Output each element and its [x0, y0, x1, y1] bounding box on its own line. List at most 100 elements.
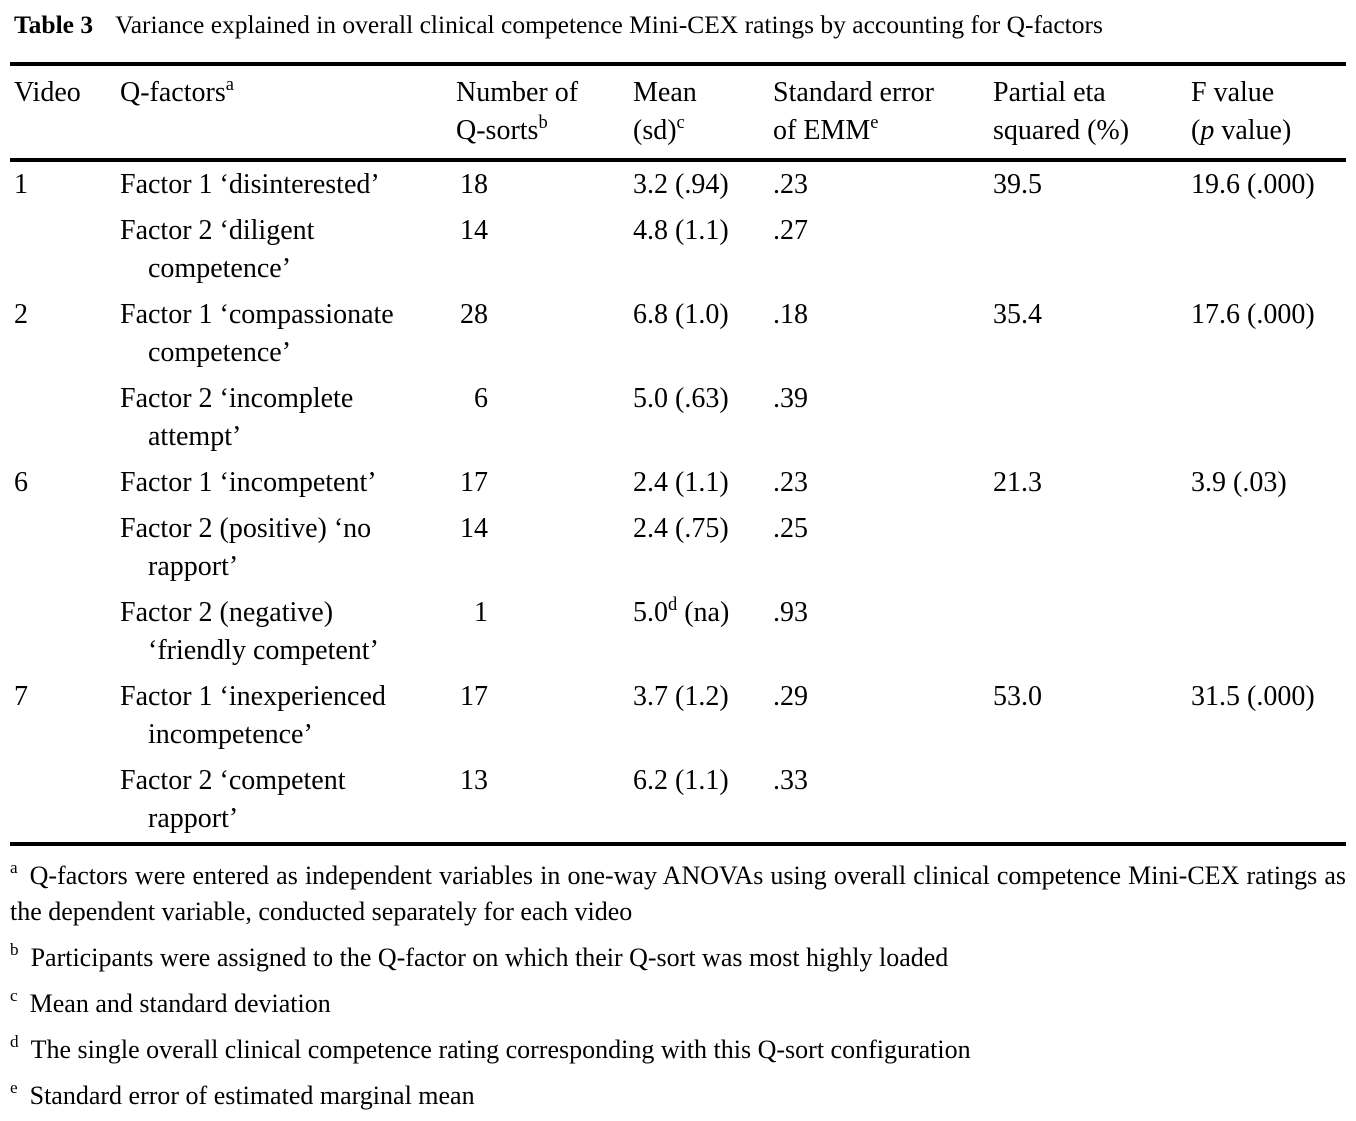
table-row: Factor 2 ‘diligent competence’ 14 4.8 (1.1)… [10, 208, 1346, 292]
cell-partial-eta: 21.3 [993, 460, 1191, 506]
cell-mean-sd: 4.8 (1.1) [633, 208, 773, 292]
cell-qsorts: 14 [456, 506, 633, 590]
text-segment: Q-factors [120, 77, 226, 108]
text-segment: incompetence’ [148, 719, 313, 750]
cell-se-emm: .93 [773, 590, 993, 674]
text-segment: 6.2 (1.1) [633, 765, 729, 796]
table-caption-label: Table 3 [14, 10, 94, 39]
superscript-marker: c [676, 111, 685, 132]
text-segment: 3.7 (1.2) [633, 681, 729, 712]
text-segment: 21.3 [993, 467, 1042, 498]
qsorts-count: 14 [460, 215, 488, 246]
footnote-c: c Mean and standard deviation [10, 986, 1346, 1022]
qsorts-count: 13 [460, 765, 488, 796]
text-segment: Factor 1 ‘disinterested’ [120, 169, 380, 200]
qfactor-text: Factor 1 ‘incompetent’ [120, 464, 456, 502]
text-segment: 19.6 (.000) [1191, 169, 1315, 200]
table-row: Factor 2 ‘competent rapport’ 13 6.2 (1.1) .3… [10, 758, 1346, 844]
text-segment: 2.4 (1.1) [633, 467, 729, 498]
cell-qfactor: Factor 1 ‘inexperienced incompetence’ [116, 674, 456, 758]
text-segment: 7 [14, 681, 28, 712]
cell-qsorts: 17 [456, 460, 633, 506]
text-segment: 39.5 [993, 169, 1042, 200]
text-segment: ( [1191, 115, 1201, 146]
text-segment: 2.4 (.75) [633, 513, 729, 544]
cell-qfactor: Factor 2 ‘diligent competence’ [116, 208, 456, 292]
cell-video [10, 506, 116, 590]
qsorts-count: 17 [460, 467, 488, 498]
text-segment: .33 [773, 765, 808, 796]
footnote-e: e Standard error of estimated marginal me… [10, 1078, 1346, 1114]
qsorts-count: 1 [474, 597, 488, 628]
footnote-text: Standard error of estimated marginal mea… [29, 1081, 475, 1110]
text-segment: value) [1214, 115, 1292, 146]
cell-qfactor: Factor 2 ‘competent rapport’ [116, 758, 456, 844]
text-segment: rapport’ [148, 803, 239, 834]
footnote-marker: c [10, 986, 18, 1006]
cell-qsorts: 18 [456, 160, 633, 208]
text-segment: .23 [773, 169, 808, 200]
cell-video: 2 [10, 292, 116, 376]
table-body: 1 Factor 1 ‘disinterested’ 18 3.2 (.94) .23 3… [10, 160, 1346, 844]
footnote-text: The single overall clinical competence r… [30, 1035, 971, 1064]
cell-partial-eta [993, 208, 1191, 292]
text-segment: Factor 2 (positive) ‘no [120, 513, 372, 544]
footnotes: a Q-factors were entered as independent v… [10, 858, 1346, 1114]
cell-f-value [1191, 506, 1346, 590]
cell-mean-sd: 5.0 (.63) [633, 376, 773, 460]
superscript-marker: e [870, 111, 879, 132]
text-segment: Standard error [773, 77, 934, 108]
cell-qfactor: Factor 2 (negative) ‘friendly competent’ [116, 590, 456, 674]
text-segment: 5.0 [633, 597, 668, 628]
cell-se-emm: .23 [773, 460, 993, 506]
cell-qfactor: Factor 1 ‘compassionate competence’ [116, 292, 456, 376]
text-segment: Video [14, 77, 81, 108]
cell-qsorts: 17 [456, 674, 633, 758]
cell-qsorts: 1 [456, 590, 633, 674]
text-segment: 2 [14, 299, 28, 330]
text-segment: Factor 2 (negative) [120, 597, 334, 628]
text-segment: (na) [677, 597, 730, 628]
column-header-qsorts: Number of Q-sortsb [456, 64, 633, 162]
footnote-a: a Q-factors were entered as independent v… [10, 858, 1346, 930]
footnote-marker: d [10, 1032, 19, 1052]
cell-partial-eta [993, 758, 1191, 844]
cell-se-emm: .29 [773, 674, 993, 758]
column-header-video: Video [10, 64, 116, 162]
text-segment: Factor 1 ‘compassionate [120, 299, 394, 330]
text-segment: Mean [633, 77, 697, 108]
text-segment: .29 [773, 681, 808, 712]
footnote-b: b Participants were assigned to the Q-fac… [10, 940, 1346, 976]
text-segment: Factor 1 ‘inexperienced [120, 681, 386, 712]
cell-f-value [1191, 590, 1346, 674]
qfactor-text: Factor 2 ‘incomplete attempt’ [120, 380, 456, 456]
cell-mean-sd: 5.0d (na) [633, 590, 773, 674]
text-segment: 1 [14, 169, 28, 200]
cell-se-emm: .18 [773, 292, 993, 376]
text-segment: 3.9 (.03) [1191, 467, 1287, 498]
table-row: 1 Factor 1 ‘disinterested’ 18 3.2 (.94) .23 3… [10, 160, 1346, 208]
table-row: Factor 2 ‘incomplete attempt’ 6 5.0 (.63) .3… [10, 376, 1346, 460]
qfactor-text: Factor 2 ‘competent rapport’ [120, 762, 456, 838]
text-segment: Factor 2 ‘competent [120, 765, 346, 796]
text-segment: Partial eta [993, 77, 1106, 108]
text-segment: Factor 2 ‘diligent [120, 215, 315, 246]
text-segment: 6 [14, 467, 28, 498]
cell-se-emm: .23 [773, 160, 993, 208]
cell-video [10, 758, 116, 844]
text-segment: rapport’ [148, 551, 239, 582]
table-row: 2 Factor 1 ‘compassionate competence’ 28 6.8… [10, 292, 1346, 376]
text-segment: 5.0 (.63) [633, 383, 729, 414]
cell-video: 7 [10, 674, 116, 758]
footnote-text: Mean and standard deviation [29, 989, 331, 1018]
cell-f-value [1191, 758, 1346, 844]
text-segment: .23 [773, 467, 808, 498]
table-row: 7 Factor 1 ‘inexperienced incompetence’ 17 3… [10, 674, 1346, 758]
column-header-fvalue: F value (p value) [1191, 64, 1346, 162]
text-segment: ‘friendly competent’ [148, 635, 379, 666]
footnote-marker: e [10, 1078, 18, 1098]
header-row: Video Q-factorsa Number of Q-sortsb Mean (sd)… [10, 64, 1346, 162]
cell-qsorts: 14 [456, 208, 633, 292]
cell-qsorts: 6 [456, 376, 633, 460]
